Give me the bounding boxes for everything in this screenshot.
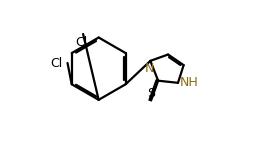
Text: Cl: Cl: [50, 56, 62, 69]
Text: S: S: [147, 87, 155, 100]
Text: NH: NH: [180, 76, 199, 89]
Text: Cl: Cl: [75, 36, 87, 49]
Text: N: N: [145, 62, 154, 75]
